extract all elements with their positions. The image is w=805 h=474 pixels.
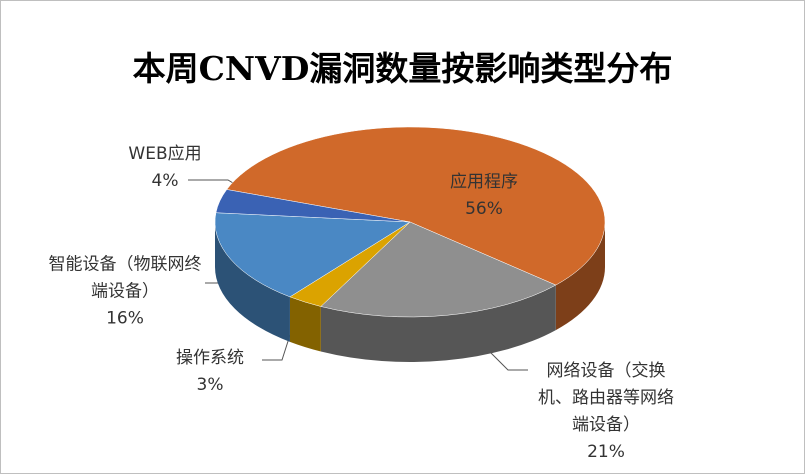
slice-side [555, 222, 606, 331]
data-label: 智能设备（物联网终端设备） 16% [45, 252, 205, 333]
pie-sides [215, 222, 606, 363]
data-label: WEB应用 4% [105, 141, 225, 195]
leader-line [489, 351, 528, 371]
value-label: 21% [587, 442, 625, 462]
data-label: 网络设备（交换机、路由器等网络端设备） 21% [531, 358, 681, 466]
data-label: 操作系统 3% [150, 345, 270, 399]
slice-side [215, 222, 290, 342]
slice [214, 212, 411, 298]
value-label: 56% [465, 199, 503, 219]
slice-side [289, 296, 321, 352]
leader-line [262, 334, 291, 361]
slice [226, 126, 606, 286]
value-label: 4% [151, 171, 179, 191]
category-label: 智能设备（物联网终端设备） [48, 254, 202, 302]
chart-title: 本周CNVD漏洞数量按影响类型分布 [132, 49, 673, 88]
value-label: 16% [106, 308, 144, 329]
category-label: 应用程序 [450, 172, 518, 192]
slice [215, 189, 411, 223]
category-label: WEB应用 [128, 144, 202, 164]
data-label: 应用程序 56% [424, 169, 544, 223]
category-label: 操作系统 [176, 348, 244, 368]
slice-side [320, 285, 556, 363]
value-label: 3% [196, 375, 224, 395]
slice [320, 221, 557, 318]
category-label: 网络设备（交换机、路由器等网络端设备） [538, 361, 674, 435]
